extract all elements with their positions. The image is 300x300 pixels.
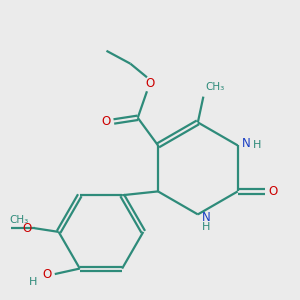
Text: H: H	[29, 277, 38, 287]
Text: O: O	[269, 185, 278, 198]
Text: O: O	[101, 115, 110, 128]
Text: H: H	[253, 140, 261, 150]
Text: CH₃: CH₃	[205, 82, 224, 92]
Text: N: N	[242, 137, 250, 150]
Text: O: O	[145, 77, 154, 90]
Text: H: H	[202, 222, 210, 232]
Text: O: O	[42, 268, 51, 281]
Text: O: O	[22, 222, 31, 235]
Text: CH₃: CH₃	[9, 215, 28, 225]
Text: N: N	[202, 211, 210, 224]
